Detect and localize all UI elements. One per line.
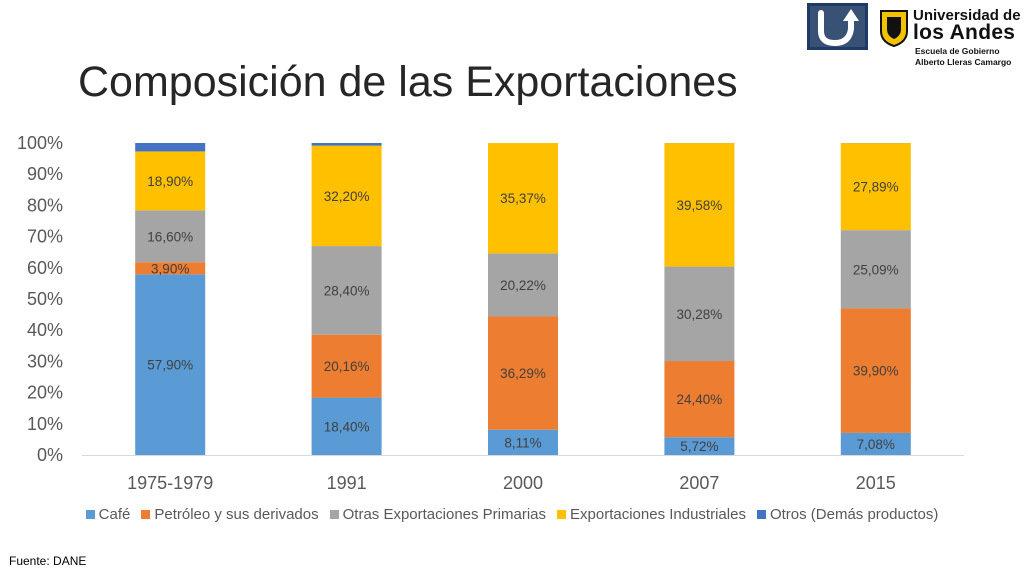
data-label: 18,90% [147, 174, 193, 189]
legend-item: Café [85, 506, 131, 523]
data-label: 7,08% [857, 437, 895, 452]
bar-segment-1-2007 [664, 437, 735, 455]
bar-segment-2-1975-1979 [135, 262, 206, 275]
data-label: 39,90% [853, 364, 899, 379]
data-label: 27,89% [853, 180, 899, 195]
y-tick-label: 60% [27, 258, 63, 278]
legend-item: Exportaciones Industriales [557, 506, 746, 523]
bar-segment-2-2007 [664, 361, 735, 438]
y-tick-label: 70% [27, 227, 63, 247]
x-tick-label: 1991 [327, 473, 367, 493]
bar-segment-4-2000 [488, 143, 558, 254]
y-tick-label: 90% [27, 164, 63, 184]
bar-segment-4-1975-1979 [135, 151, 206, 211]
bar-segment-5-1975-1979 [135, 143, 206, 152]
x-tick-label: 1975-1979 [127, 473, 213, 493]
source-note: Fuente: DANE [9, 554, 87, 568]
university-name-line1: Universidad de [913, 7, 1021, 24]
chart-legend: Café Petróleo y sus derivados Otras Export… [0, 506, 1024, 523]
y-tick-label: 50% [27, 289, 63, 309]
university-name-line2: los Andes [913, 21, 1016, 44]
bar-segment-3-2015 [840, 230, 911, 309]
bar-segment-3-1991 [311, 246, 382, 335]
stacked-bar-chart: 0% 10% 20% 30% 40% 50% 60% 70% 80% 90% 100% 57,90% 3… [17, 133, 964, 493]
data-label: 5,72% [680, 439, 718, 454]
bar-segment-2-2015 [840, 308, 911, 433]
data-label: 16,60% [147, 229, 193, 244]
data-label: 57,90% [147, 358, 193, 373]
x-tick-label: 2000 [503, 473, 543, 493]
y-tick-label: 30% [27, 351, 63, 371]
bar-segment-4-2007 [664, 143, 735, 267]
legend-swatch [141, 510, 151, 519]
school-name-line1: Escuela de Gobierno [915, 46, 1000, 56]
x-tick-label: 2015 [856, 473, 896, 493]
bar-segment-2-2000 [488, 316, 558, 430]
bar-segment-1-1991 [311, 397, 382, 455]
bar-segment-3-1975-1979 [135, 210, 206, 263]
bar-segment-3-2007 [664, 266, 735, 362]
data-label: 20,16% [324, 359, 370, 374]
x-tick-label: 2007 [679, 473, 719, 493]
data-label: 28,40% [324, 283, 370, 298]
legend-item: Petróleo y sus derivados [141, 506, 319, 523]
bar-segment-4-1991 [311, 145, 382, 247]
data-label: 39,58% [677, 198, 723, 213]
legend-label: Petróleo y sus derivados [154, 506, 319, 523]
data-label: 24,40% [677, 392, 723, 407]
data-label: 32,20% [324, 189, 370, 204]
data-label: 35,37% [500, 191, 546, 206]
bar-segment-1-1975-1979 [135, 274, 206, 455]
y-tick-label: 10% [27, 414, 63, 434]
legend-label: Otras Exportaciones Primarias [342, 506, 547, 523]
data-label: 8,11% [504, 435, 541, 450]
page-title: Composición de las Exportaciones [78, 58, 738, 106]
data-label: 3,90% [151, 261, 189, 276]
bar-segment-5-1991 [311, 143, 382, 146]
y-tick-label: 0% [37, 445, 63, 465]
legend-label: Café [98, 506, 131, 523]
legend-item: Otras Exportaciones Primarias [329, 506, 547, 523]
bar-segment-2-1991 [311, 334, 382, 398]
legend-label: Otros (Demás productos) [769, 506, 939, 523]
legend-label: Exportaciones Industriales [570, 506, 746, 523]
legend-swatch [85, 510, 95, 519]
bar-segment-1-2000 [488, 429, 558, 455]
data-label: 18,40% [324, 419, 370, 434]
arrow-logo [807, 3, 868, 50]
bar-segment-1-2015 [840, 432, 911, 455]
data-label: 20,22% [500, 278, 546, 293]
legend-swatch [329, 510, 339, 519]
data-label: 36,29% [500, 366, 546, 381]
y-tick-label: 20% [27, 383, 63, 403]
y-tick-label: 100% [17, 133, 63, 153]
data-label: 30,28% [677, 307, 723, 322]
legend-item: Otros (Demás productos) [756, 506, 939, 523]
school-name-line2: Alberto Lleras Camargo [915, 57, 1012, 67]
y-tick-label: 80% [27, 195, 63, 215]
bar-segment-4-2015 [840, 143, 911, 231]
legend-swatch [557, 510, 567, 519]
bar-segment-3-2000 [488, 253, 558, 317]
data-label: 25,09% [853, 262, 899, 277]
legend-swatch [756, 510, 766, 519]
y-tick-label: 40% [27, 320, 63, 340]
university-shield-icon [880, 10, 908, 47]
